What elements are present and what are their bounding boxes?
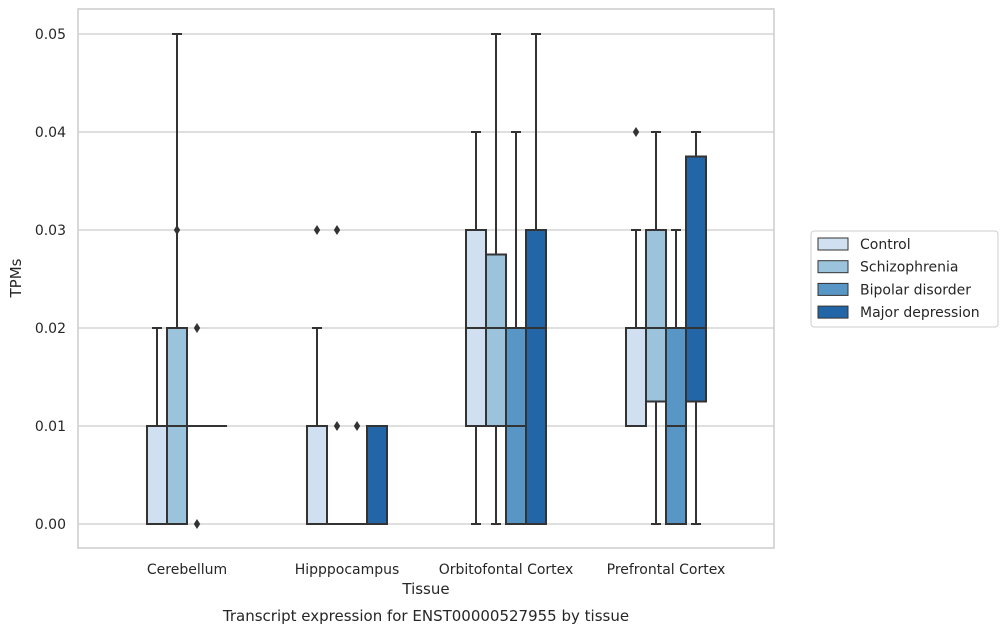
box-body [645, 229, 667, 403]
y-tick-label: 0.03 [35, 223, 66, 239]
box-body [685, 155, 707, 403]
legend-label: Major depression [860, 305, 980, 321]
legend-swatch [817, 305, 849, 319]
x-axis-ticks: Cerebellum Hipppocampus Orbitofontal Corte… [147, 562, 725, 578]
y-axis-title: TPMs [7, 258, 25, 298]
box-body [146, 425, 168, 525]
outlier-point [333, 225, 341, 235]
outlier-point [173, 225, 181, 235]
x-tick-label: Prefrontal Cortex [607, 562, 726, 578]
outlier-point [353, 421, 361, 431]
box-bipolar-disorder [665, 229, 687, 525]
legend-label: Schizophrenia [860, 260, 958, 276]
box-schizophrenia [645, 131, 667, 525]
y-tick-label: 0.04 [35, 125, 66, 141]
box-control [306, 225, 328, 525]
box-bipolar-disorder [505, 131, 527, 525]
y-tick-label: 0.02 [35, 321, 66, 337]
x-tick-label: Hipppocampus [295, 562, 400, 578]
box-schizophrenia [166, 33, 188, 525]
legend: Control Schizophrenia Bipolar disorder Majo… [810, 230, 999, 328]
outlier-point [333, 421, 341, 431]
legend-swatch [817, 260, 849, 274]
legend-swatch [817, 282, 849, 296]
outlier-point [193, 519, 201, 529]
chart-caption: Transcript expression for ENST0000052795… [222, 607, 629, 625]
box-bipolar-disorder [347, 421, 367, 525]
box-control [146, 327, 168, 525]
legend-label: Bipolar disorder [860, 282, 971, 298]
outlier-point [193, 323, 201, 333]
legend-frame [810, 230, 999, 328]
x-tick-label: Cerebellum [147, 562, 227, 578]
outlier-point [313, 225, 321, 235]
y-tick-label: 0.00 [35, 517, 66, 533]
box-body [525, 229, 547, 525]
x-axis-title: Tissue [401, 580, 449, 598]
box-group [146, 33, 707, 529]
box-body [366, 425, 388, 525]
box-major-depression [366, 425, 388, 525]
y-tick-label: 0.05 [35, 27, 66, 43]
legend-swatch [817, 237, 849, 251]
box-major-depression [685, 131, 707, 525]
y-axis-ticks: 0.00 0.01 0.02 0.03 0.04 0.05 [35, 27, 66, 533]
box-schizophrenia [485, 33, 507, 525]
box-major-depression [525, 33, 547, 525]
x-tick-label: Orbitofontal Cortex [439, 562, 574, 578]
plot-frame [77, 8, 775, 549]
box-schizophrenia [327, 225, 347, 525]
outlier-point [632, 127, 640, 137]
legend-label: Control [860, 237, 911, 253]
box-body [306, 425, 328, 525]
box-control [625, 127, 647, 427]
box-bipolar-disorder [187, 323, 207, 529]
box-control [465, 131, 487, 525]
box-body [625, 327, 647, 427]
box-body [485, 253, 507, 427]
y-tick-label: 0.01 [35, 419, 66, 435]
